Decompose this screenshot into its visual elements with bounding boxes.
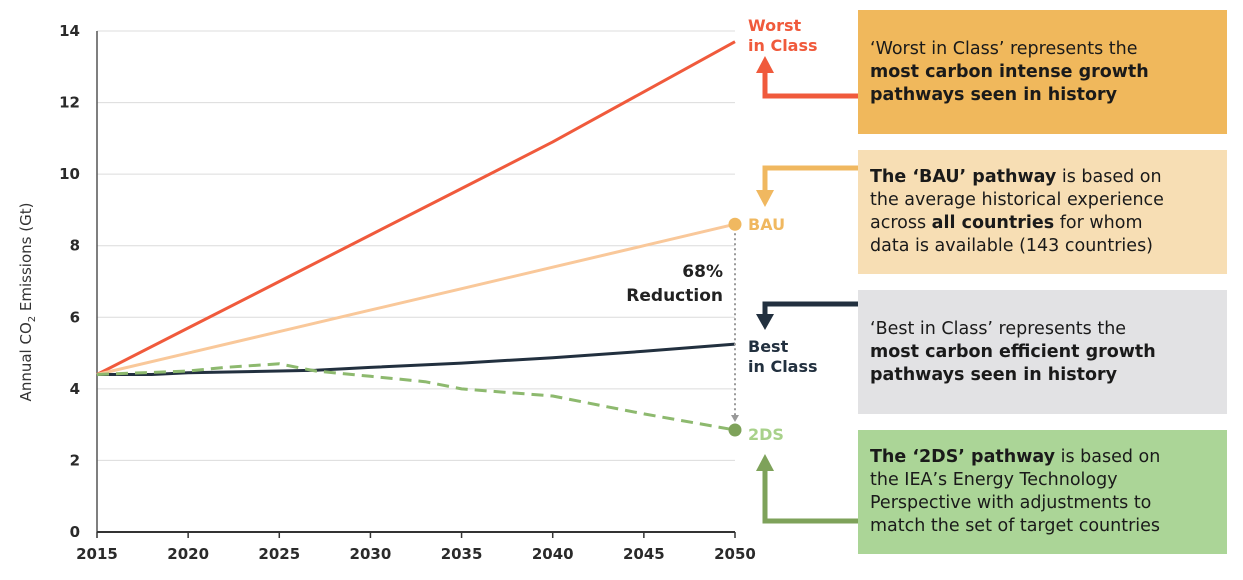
y-tick-labels: 0 2 4 6 8 10 12 14 — [59, 22, 80, 541]
bau-arrow-head — [756, 190, 774, 207]
y-tick-label-12: 12 — [59, 94, 80, 112]
x-tick-label-2045: 2045 — [623, 545, 665, 563]
2ds-end-marker — [728, 423, 742, 437]
callout-worst-line-3: pathways seen in history — [870, 84, 1118, 105]
series-line-best-in-class — [97, 342, 736, 376]
y-tick-label-0: 0 — [70, 523, 80, 541]
y-axis-label: Annual CO2 Emissions (Gt) — [17, 203, 38, 402]
end-label-best-1: Best — [748, 337, 789, 356]
callout-best-line-3: pathways seen in history — [870, 364, 1118, 385]
x-tick-label-2030: 2030 — [350, 545, 392, 563]
callout-best-line-2: most carbon efficient growth — [870, 341, 1156, 362]
callout-best-in-class: ‘Best in Class’ represents the most carb… — [858, 290, 1227, 414]
callout-2ds: The ‘2DS’ pathway is based on the IEA’s … — [858, 430, 1227, 554]
y-tick-label-14: 14 — [59, 22, 80, 40]
end-label-worst-2: in Class — [748, 36, 818, 55]
x-tick-label-2035: 2035 — [441, 545, 483, 563]
worst-connector-arrow — [762, 70, 858, 99]
callout-bau: The ‘BAU’ pathway is based on the averag… — [858, 150, 1227, 274]
callout-bau-line-1: The ‘BAU’ pathway is based on — [870, 167, 1162, 187]
x-tick-label-2040: 2040 — [532, 545, 574, 563]
callout-2ds-line-3: Perspective with adjustments to — [870, 493, 1152, 513]
x-tick-label-2020: 2020 — [167, 545, 209, 563]
reduction-percent-label: 68% — [682, 262, 723, 282]
end-label-bau: BAU — [748, 215, 785, 234]
series-line-2ds — [96, 362, 736, 432]
callout-worst-line-2: most carbon intense growth — [870, 61, 1149, 82]
callout-bau-line-3: across all countries for whom — [870, 213, 1143, 233]
end-label-best-2: in Class — [748, 357, 818, 376]
bau-end-marker — [728, 217, 742, 231]
worst-arrow-head — [756, 56, 774, 73]
grid-lines — [97, 30, 735, 461]
2ds-connector-arrow — [762, 468, 858, 524]
y-tick-label-8: 8 — [70, 237, 80, 255]
callout-2ds-line-2: the IEA’s Energy Technology — [870, 470, 1118, 490]
x-tick-label-2015: 2015 — [76, 545, 118, 563]
end-label-worst-1: Worst — [748, 16, 801, 35]
y-tick-label-6: 6 — [70, 308, 80, 326]
callout-bau-line-4: data is available (143 countries) — [870, 236, 1154, 256]
x-tick-label-2050: 2050 — [714, 545, 756, 563]
callout-best-line-1: ‘Best in Class’ represents the — [870, 318, 1127, 339]
callout-bau-line-2: the average historical experience — [870, 190, 1164, 210]
callout-worst-in-class: ‘Worst in Class’ represents the most car… — [858, 10, 1227, 134]
x-tick-label-2025: 2025 — [258, 545, 300, 563]
y-tick-label-10: 10 — [59, 165, 80, 183]
best-connector-arrow — [762, 301, 858, 316]
callout-2ds-line-1: The ‘2DS’ pathway is based on — [870, 447, 1161, 467]
best-arrow-head — [756, 314, 774, 330]
end-label-2ds: 2DS — [748, 425, 784, 444]
y-tick-label-2: 2 — [70, 451, 80, 469]
x-tick-labels: 2015 2020 2025 2030 2035 2040 2045 2050 — [76, 532, 756, 563]
series-line-bau — [96, 222, 736, 376]
bau-connector-arrow — [762, 165, 858, 192]
callout-2ds-line-4: match the set of target countries — [870, 516, 1161, 536]
reduction-arrow-head — [731, 415, 739, 423]
series-lines — [96, 40, 736, 432]
y-tick-label-4: 4 — [70, 380, 80, 398]
reduction-word-label: Reduction — [626, 286, 723, 306]
series-line-worst-in-class — [96, 40, 736, 376]
2ds-arrow-head — [756, 454, 774, 471]
callout-worst-line-1: ‘Worst in Class’ represents the — [870, 38, 1138, 59]
